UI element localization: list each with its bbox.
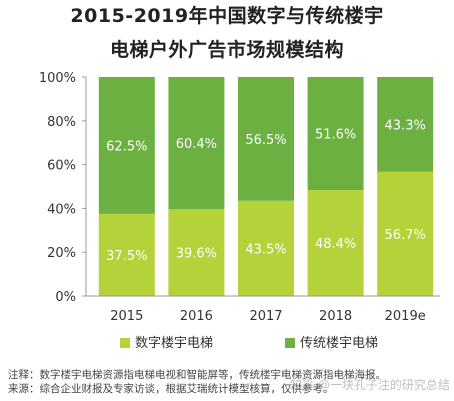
- y-tick-label: 20%: [47, 246, 76, 261]
- x-tick-label: 2018: [319, 309, 352, 324]
- y-tick-label: 80%: [47, 115, 76, 130]
- y-tick-label: 100%: [39, 71, 76, 86]
- data-label-traditional: 60.4%: [176, 137, 217, 152]
- chart-note: 注释：数字楼宇电梯资源指电梯电视和智能屏等，传统楼宇电梯资源指电梯海报。: [8, 369, 386, 381]
- bar-digital: [168, 209, 225, 296]
- bar-traditional: [307, 77, 364, 191]
- data-label-traditional: 51.6%: [315, 128, 356, 143]
- bar-traditional: [98, 77, 155, 214]
- data-label-traditional: 56.5%: [245, 133, 286, 148]
- bar-digital: [377, 171, 434, 296]
- legend-swatch-traditional: [285, 338, 295, 348]
- data-label-digital: 43.5%: [245, 242, 286, 257]
- legend-label-digital: 数字楼宇电梯: [135, 336, 213, 351]
- legend-label-traditional: 传统楼宇电梯: [300, 336, 378, 351]
- data-label-traditional: 43.3%: [385, 118, 426, 133]
- x-tick-label: 2019e: [385, 309, 426, 324]
- chart-source: 来源：综合企业财报及专家访谈，根据艾瑞统计模型核算，仅供参考。: [8, 383, 334, 395]
- chart-title-line-1: 2015-2019年中国数字与传统楼宇: [70, 5, 384, 27]
- data-label-digital: 48.4%: [315, 237, 356, 252]
- y-tick-label: 0%: [55, 290, 76, 305]
- data-label-traditional: 62.5%: [106, 139, 147, 154]
- data-label-digital: 37.5%: [106, 249, 147, 264]
- watermark: 知乎 @一块孔子注的研究总结: [290, 378, 450, 392]
- bar-digital: [98, 213, 155, 296]
- bar-digital: [307, 190, 364, 296]
- y-tick-label: 60%: [47, 159, 76, 174]
- bar-traditional: [168, 77, 225, 210]
- x-tick-label: 2015: [110, 309, 143, 324]
- bar-traditional: [377, 77, 434, 172]
- legend-swatch-digital: [120, 338, 130, 348]
- y-tick-label: 40%: [47, 202, 76, 217]
- data-label-digital: 39.6%: [176, 247, 217, 262]
- x-tick-label: 2016: [180, 309, 213, 324]
- x-tick-label: 2017: [249, 309, 282, 324]
- bar-digital: [238, 200, 294, 296]
- data-label-digital: 56.7%: [385, 228, 426, 243]
- bar-traditional: [238, 77, 294, 201]
- chart-title-line-2: 电梯户外广告市场规模结构: [109, 39, 344, 61]
